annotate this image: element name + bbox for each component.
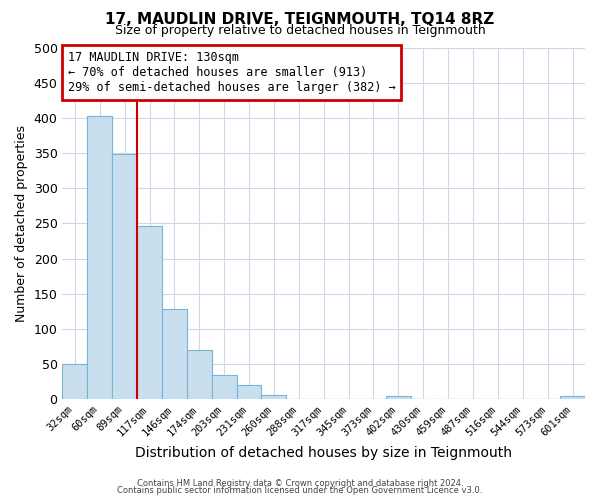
Y-axis label: Number of detached properties: Number of detached properties — [15, 125, 28, 322]
X-axis label: Distribution of detached houses by size in Teignmouth: Distribution of detached houses by size … — [135, 446, 512, 460]
Bar — [560, 396, 585, 399]
Bar — [187, 350, 212, 399]
Text: 17 MAUDLIN DRIVE: 130sqm
← 70% of detached houses are smaller (913)
29% of semi-: 17 MAUDLIN DRIVE: 130sqm ← 70% of detach… — [68, 51, 395, 94]
Bar — [112, 154, 137, 399]
Text: Size of property relative to detached houses in Teignmouth: Size of property relative to detached ho… — [115, 24, 485, 37]
Bar — [262, 395, 286, 399]
Text: Contains HM Land Registry data © Crown copyright and database right 2024.: Contains HM Land Registry data © Crown c… — [137, 478, 463, 488]
Bar — [236, 385, 262, 399]
Bar — [137, 226, 162, 399]
Bar — [62, 364, 88, 399]
Bar — [162, 309, 187, 399]
Bar — [212, 374, 236, 399]
Bar — [386, 396, 411, 399]
Text: Contains public sector information licensed under the Open Government Licence v3: Contains public sector information licen… — [118, 486, 482, 495]
Bar — [88, 116, 112, 399]
Text: 17, MAUDLIN DRIVE, TEIGNMOUTH, TQ14 8RZ: 17, MAUDLIN DRIVE, TEIGNMOUTH, TQ14 8RZ — [106, 12, 494, 28]
